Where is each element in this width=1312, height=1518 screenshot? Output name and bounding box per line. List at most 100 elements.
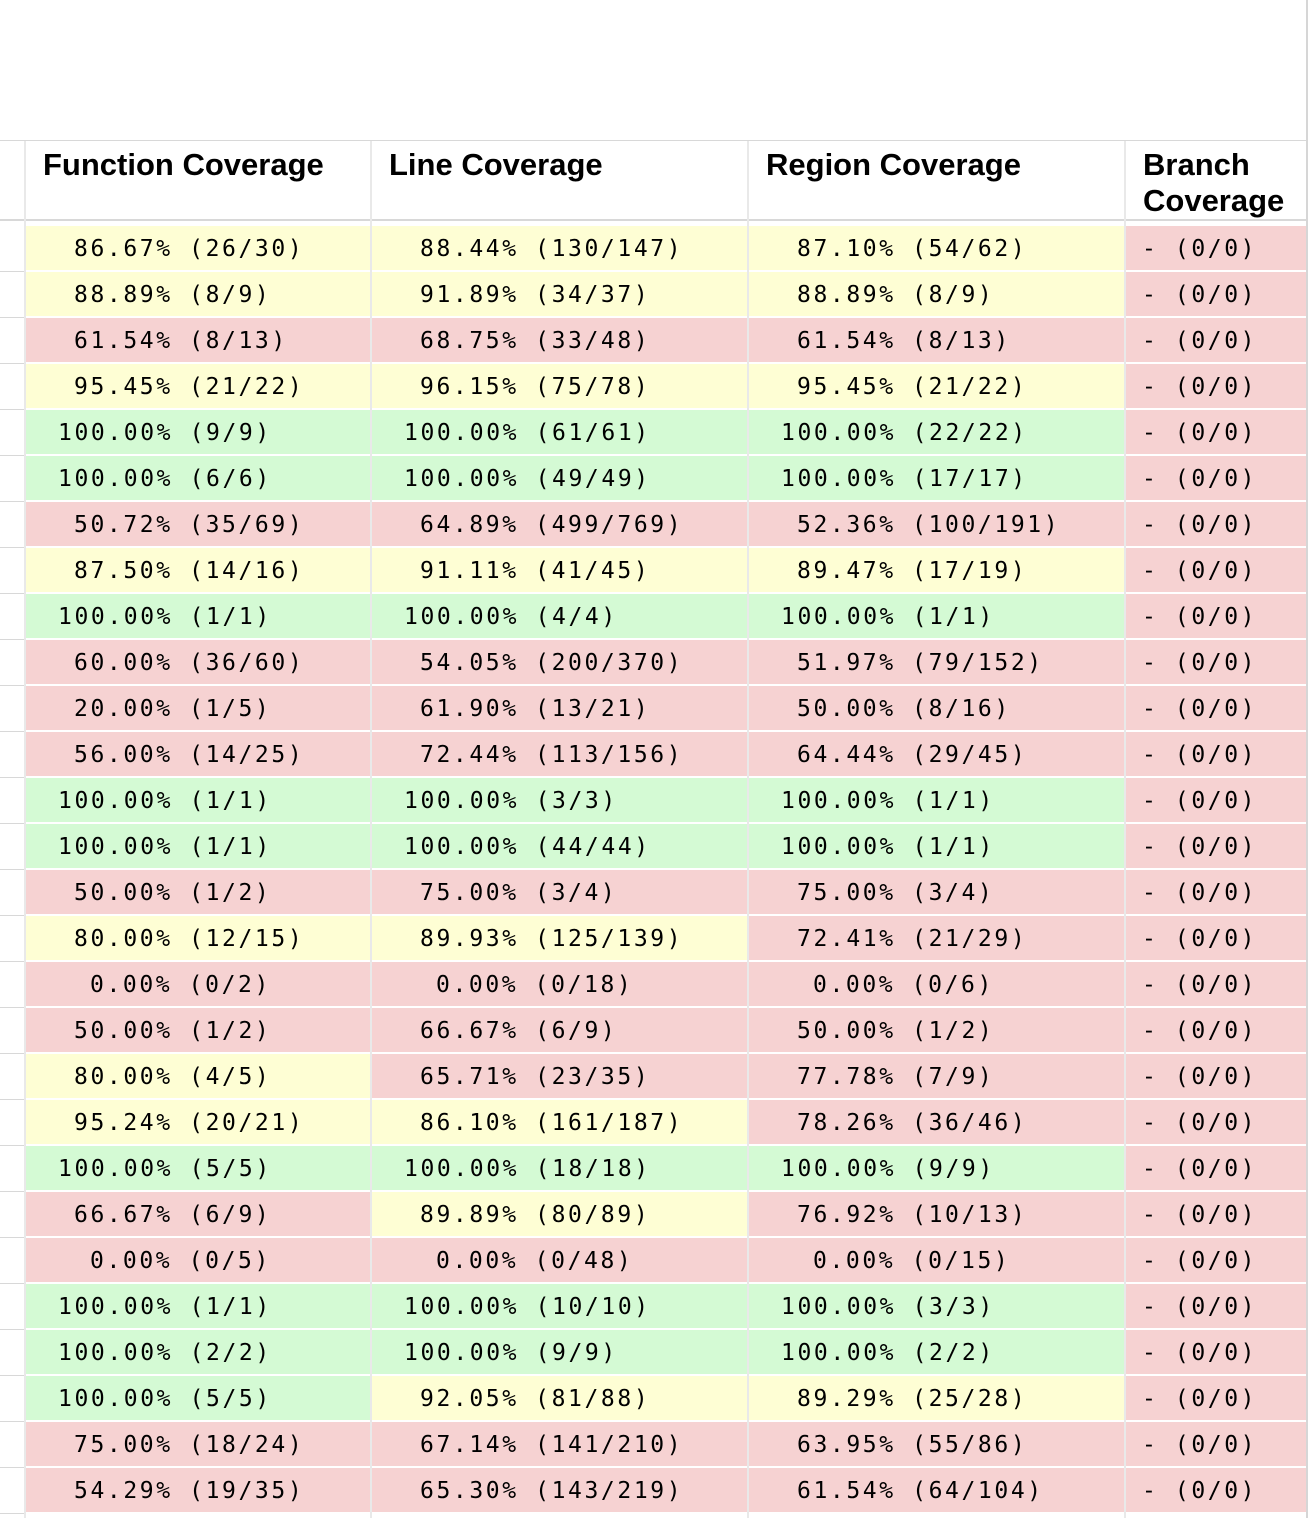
scrollbar-edge: [1306, 0, 1308, 1518]
filename-cell-stub[interactable]: [0, 824, 24, 870]
filename-cell-stub[interactable]: [0, 502, 24, 548]
column-divider: [24, 141, 26, 1518]
function-coverage-cell: 75.00% (18/24): [25, 1422, 371, 1468]
region-coverage-cell: 75.00% (3/4): [748, 870, 1125, 916]
branch-coverage-cell: - (0/0): [1125, 272, 1306, 318]
region-coverage-cell: 100.00% (22/22): [748, 410, 1125, 456]
branch-coverage-cell: - (0/0): [1125, 1192, 1306, 1238]
function-coverage-cell: 100.00% (5/5): [25, 1376, 371, 1422]
function-coverage-cell: 100.00% (1/1): [25, 1284, 371, 1330]
region-coverage-cell: 95.45% (21/22): [748, 364, 1125, 410]
line-coverage-cell: 64.89% (499/769): [371, 502, 748, 548]
filename-cell-stub[interactable]: [0, 548, 24, 594]
region-coverage-cell: 100.00% (17/17): [748, 456, 1125, 502]
filename-cell-stub[interactable]: [0, 778, 24, 824]
header-line-coverage[interactable]: Line Coverage: [371, 141, 748, 221]
column-divider: [370, 141, 372, 1518]
function-coverage-cell: 100.00% (1/1): [25, 824, 371, 870]
branch-coverage-cell: - (0/0): [1125, 1054, 1306, 1100]
filename-cell-stub[interactable]: [0, 870, 24, 916]
line-coverage-cell: 0.00% (0/18): [371, 962, 748, 1008]
filename-cell-stub[interactable]: [0, 456, 24, 502]
line-coverage-cell: 61.90% (13/21): [371, 686, 748, 732]
line-coverage-cell: 89.89% (80/89): [371, 1192, 748, 1238]
function-coverage-cell: 100.00% (9/9): [25, 410, 371, 456]
column-divider: [747, 141, 749, 1518]
table-top-border: [0, 140, 1306, 141]
branch-coverage-cell: - (0/0): [1125, 548, 1306, 594]
filename-cell-stub[interactable]: [0, 1330, 24, 1376]
line-coverage-cell: 72.44% (113/156): [371, 732, 748, 778]
function-coverage-cell: 100.00% (2/2): [25, 1330, 371, 1376]
filename-cell-stub[interactable]: [0, 1146, 24, 1192]
region-coverage-cell: 0.00% (0/6): [748, 962, 1125, 1008]
region-coverage-cell: 64.44% (29/45): [748, 732, 1125, 778]
filename-cell-stub[interactable]: [0, 1376, 24, 1422]
region-coverage-cell: 100.00% (9/9): [748, 1146, 1125, 1192]
filename-cell-stub[interactable]: [0, 1468, 24, 1514]
filename-cell-stub[interactable]: [0, 1192, 24, 1238]
region-coverage-cell: 87.10% (54/62): [748, 226, 1125, 272]
function-coverage-cell: 100.00% (6/6): [25, 456, 371, 502]
header-branch-coverage[interactable]: Branch Coverage: [1125, 141, 1306, 221]
function-coverage-cell: 86.67% (26/30): [25, 226, 371, 272]
filename-cell-stub[interactable]: [0, 410, 24, 456]
branch-coverage-cell: - (0/0): [1125, 916, 1306, 962]
line-coverage-cell: 75.00% (3/4): [371, 870, 748, 916]
region-coverage-cell: 89.29% (25/28): [748, 1376, 1125, 1422]
line-coverage-cell: 86.10% (161/187): [371, 1100, 748, 1146]
header-region-coverage[interactable]: Region Coverage: [748, 141, 1125, 221]
filename-cell-stub[interactable]: [0, 318, 24, 364]
region-coverage-cell: 51.97% (79/152): [748, 640, 1125, 686]
branch-coverage-cell: - (0/0): [1125, 1330, 1306, 1376]
branch-coverage-cell: - (0/0): [1125, 778, 1306, 824]
line-coverage-cell: 92.05% (81/88): [371, 1376, 748, 1422]
branch-coverage-cell: - (0/0): [1125, 1422, 1306, 1468]
branch-coverage-cell: - (0/0): [1125, 456, 1306, 502]
filename-cell-stub[interactable]: [0, 272, 24, 318]
region-coverage-cell: 52.36% (100/191): [748, 502, 1125, 548]
line-coverage-cell: 91.89% (34/37): [371, 272, 748, 318]
filename-cell-stub[interactable]: [0, 594, 24, 640]
header-function-coverage[interactable]: Function Coverage: [25, 141, 371, 221]
region-coverage-cell: 61.54% (64/104): [748, 1468, 1125, 1514]
region-coverage-cell: 100.00% (1/1): [748, 778, 1125, 824]
region-coverage-cell: 78.26% (36/46): [748, 1100, 1125, 1146]
line-coverage-cell: 65.30% (143/219): [371, 1468, 748, 1514]
function-coverage-cell: 20.00% (1/5): [25, 686, 371, 732]
line-coverage-cell: 100.00% (10/10): [371, 1284, 748, 1330]
column-divider: [1124, 141, 1126, 1518]
function-coverage-cell: 80.00% (4/5): [25, 1054, 371, 1100]
branch-coverage-cell: - (0/0): [1125, 962, 1306, 1008]
filename-cell-stub[interactable]: [0, 686, 24, 732]
filename-cell-stub[interactable]: [0, 364, 24, 410]
region-coverage-cell: 100.00% (3/3): [748, 1284, 1125, 1330]
branch-coverage-cell: - (0/0): [1125, 1100, 1306, 1146]
function-coverage-cell: 87.50% (14/16): [25, 548, 371, 594]
filename-cell-stub[interactable]: [0, 640, 24, 686]
filename-cell-stub[interactable]: [0, 1238, 24, 1284]
filename-cell-stub[interactable]: [0, 1284, 24, 1330]
branch-coverage-cell: - (0/0): [1125, 686, 1306, 732]
line-coverage-cell: 88.44% (130/147): [371, 226, 748, 272]
filename-cell-stub[interactable]: [0, 916, 24, 962]
branch-coverage-cell: - (0/0): [1125, 732, 1306, 778]
branch-coverage-cell: - (0/0): [1125, 1468, 1306, 1514]
function-coverage-cell: 0.00% (0/5): [25, 1238, 371, 1284]
branch-coverage-cell: - (0/0): [1125, 1238, 1306, 1284]
filename-cell-stub[interactable]: [0, 1100, 24, 1146]
function-coverage-cell: 80.00% (12/15): [25, 916, 371, 962]
region-coverage-cell: 50.00% (1/2): [748, 1008, 1125, 1054]
filename-cell-stub[interactable]: [0, 1054, 24, 1100]
branch-coverage-cell: - (0/0): [1125, 1376, 1306, 1422]
region-coverage-cell: 0.00% (0/15): [748, 1238, 1125, 1284]
filename-cell-stub[interactable]: [0, 962, 24, 1008]
filename-cell-stub[interactable]: [0, 1422, 24, 1468]
function-coverage-cell: 50.00% (1/2): [25, 870, 371, 916]
line-coverage-cell: 100.00% (4/4): [371, 594, 748, 640]
filename-cell-stub[interactable]: [0, 732, 24, 778]
filename-cell-stub[interactable]: [0, 1008, 24, 1054]
header-filename-stub: [0, 141, 25, 221]
filename-cell-stub[interactable]: [0, 226, 24, 272]
